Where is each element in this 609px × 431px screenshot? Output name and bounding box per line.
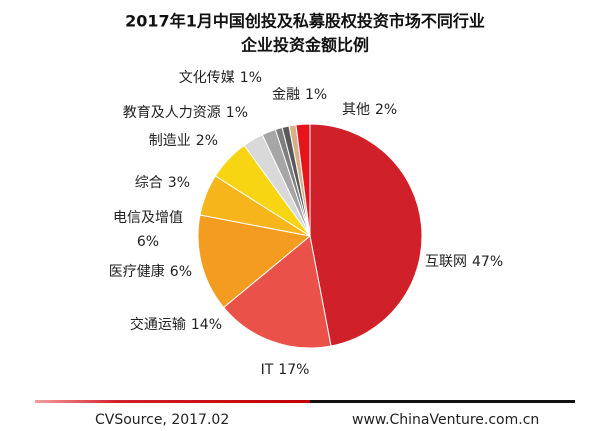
value-label: 6% (137, 234, 159, 250)
slice-label: 综合 3% (135, 175, 190, 191)
chart-title: 2017年1月中国创投及私募股权投资市场不同行业 (125, 12, 485, 31)
value-label: 6% (170, 264, 192, 280)
category-label: 医疗健康 (109, 263, 165, 280)
value-label: 14% (191, 317, 222, 333)
slice-label: 医疗健康 6% (109, 263, 192, 280)
pie-slice (197, 214, 312, 309)
value-label: 2% (375, 102, 397, 118)
category-label: 文化传媒 (179, 70, 235, 86)
category-label: 其他 (342, 102, 370, 118)
category-label: 综合 (135, 175, 163, 191)
slice-label: 金融 1% (272, 87, 327, 103)
category-label: 交通运输 (130, 316, 186, 333)
slice-label: 其他 2% (342, 102, 397, 118)
website: www.ChinaVenture.com.cn (352, 412, 539, 428)
value-label: 1% (240, 70, 262, 86)
category-label: 制造业 (149, 133, 191, 149)
pie-slice (309, 123, 423, 347)
category-label: IT (261, 362, 274, 378)
category-label: 教育及人力资源 (123, 105, 221, 121)
slice-label: IT 17% (261, 362, 310, 378)
value-label: 17% (278, 362, 309, 378)
slice-label: 文化传媒 1% (179, 70, 262, 86)
slice-label: 互联网 47% (425, 254, 503, 270)
pie-slice (295, 123, 311, 237)
slice-label: 交通运输 14% (130, 316, 222, 333)
slice-label: 电信及增值 (113, 210, 183, 226)
value-label: 3% (168, 175, 190, 191)
footer-rule (35, 400, 310, 403)
value-label: 2% (196, 133, 218, 149)
source: CVSource, 2017.02 (95, 412, 229, 428)
pie-slice (222, 235, 332, 349)
value-label: 1% (226, 105, 248, 121)
slice-label: 教育及人力资源 1% (123, 105, 248, 121)
category-label: 互联网 (425, 254, 467, 270)
chart-title: 企业投资金额比例 (240, 36, 369, 55)
value-label: 1% (305, 87, 327, 103)
category-label: 金融 (272, 87, 300, 103)
slice-label: 制造业 2% (149, 133, 218, 149)
footer-rule (310, 400, 575, 403)
value-label: 47% (472, 254, 503, 270)
